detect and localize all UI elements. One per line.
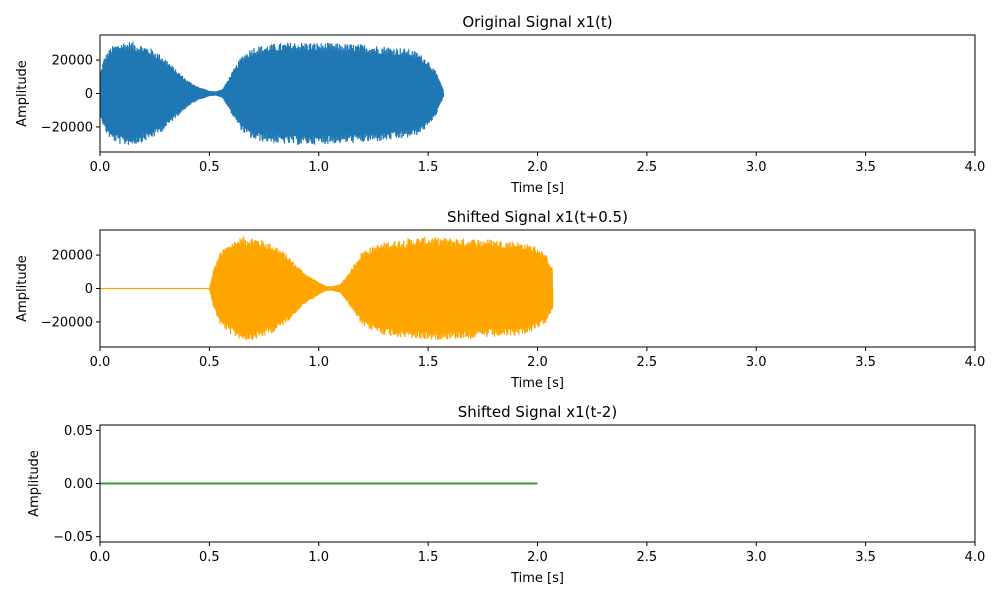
plot-area: [100, 236, 554, 341]
x-tick-label: 2.0: [527, 160, 548, 175]
x-tick-label: 1.5: [418, 550, 439, 565]
x-tick-label: 3.0: [746, 550, 767, 565]
x-tick-label: 2.5: [637, 160, 658, 175]
x-axis-label: Time [s]: [510, 376, 564, 391]
x-tick-label: 0.5: [199, 550, 220, 565]
y-tick-label: 0: [85, 87, 93, 102]
x-tick-label: 1.0: [308, 550, 329, 565]
x-tick-label: 2.5: [637, 550, 658, 565]
x-tick-label: 2.0: [527, 550, 548, 565]
signal-line: [100, 41, 445, 146]
y-tick-label: 0.05: [64, 424, 93, 439]
x-tick-label: 0.5: [199, 160, 220, 175]
x-tick-label: 0.0: [90, 550, 111, 565]
subplot-shifted-signal-minus: 0.0 0.5 1.0 1.5 2.0 2.5 3.0 3.5 4.0 −0.05 0.00 0.05…: [27, 403, 985, 586]
x-tick-label: 2.0: [527, 355, 548, 370]
x-tick-label: 3.5: [855, 160, 876, 175]
plot-area: [100, 41, 445, 146]
x-tick-label: 0.5: [199, 355, 220, 370]
chart-title: Original Signal x1(t): [462, 13, 612, 31]
x-tick-label: 4.0: [965, 355, 986, 370]
signal-line: [100, 236, 554, 341]
chart-title: Shifted Signal x1(t+0.5): [447, 208, 628, 226]
x-tick-label: 1.0: [308, 355, 329, 370]
x-tick-label: 3.5: [855, 550, 876, 565]
y-tick-label: 0: [85, 282, 93, 297]
x-tick-label: 1.0: [308, 160, 329, 175]
y-tick-label: −20000: [41, 315, 93, 330]
chart-title: Shifted Signal x1(t-2): [458, 403, 617, 421]
x-tick-label: 1.5: [418, 160, 439, 175]
y-axis-label: Amplitude: [15, 255, 30, 322]
x-tick-label: 3.5: [855, 355, 876, 370]
x-axis-label: Time [s]: [510, 571, 564, 586]
x-tick-label: 0.0: [90, 355, 111, 370]
x-tick-label: 4.0: [965, 160, 986, 175]
x-tick-label: 2.5: [637, 355, 658, 370]
x-axis-label: Time [s]: [510, 181, 564, 196]
subplot-original-signal: 0.0 0.5 1.0 1.5 2.0 2.5 3.0 3.5 4.0 −20000 0 20000 O…: [15, 13, 985, 196]
y-tick-label: −0.05: [53, 530, 93, 545]
y-tick-label: 0.00: [64, 477, 93, 492]
x-tick-label: 3.0: [746, 355, 767, 370]
x-tick-label: 1.5: [418, 355, 439, 370]
x-tick-label: 3.0: [746, 160, 767, 175]
y-tick-label: −20000: [41, 120, 93, 135]
subplot-shifted-signal-plus: 0.0 0.5 1.0 1.5 2.0 2.5 3.0 3.5 4.0 −20000 0 20000 S…: [15, 208, 985, 391]
y-tick-label: 20000: [52, 54, 93, 69]
x-tick-label: 0.0: [90, 160, 111, 175]
y-tick-label: 20000: [52, 249, 93, 264]
x-tick-label: 4.0: [965, 550, 986, 565]
y-axis-label: Amplitude: [15, 60, 30, 127]
y-axis-label: Amplitude: [27, 450, 42, 517]
